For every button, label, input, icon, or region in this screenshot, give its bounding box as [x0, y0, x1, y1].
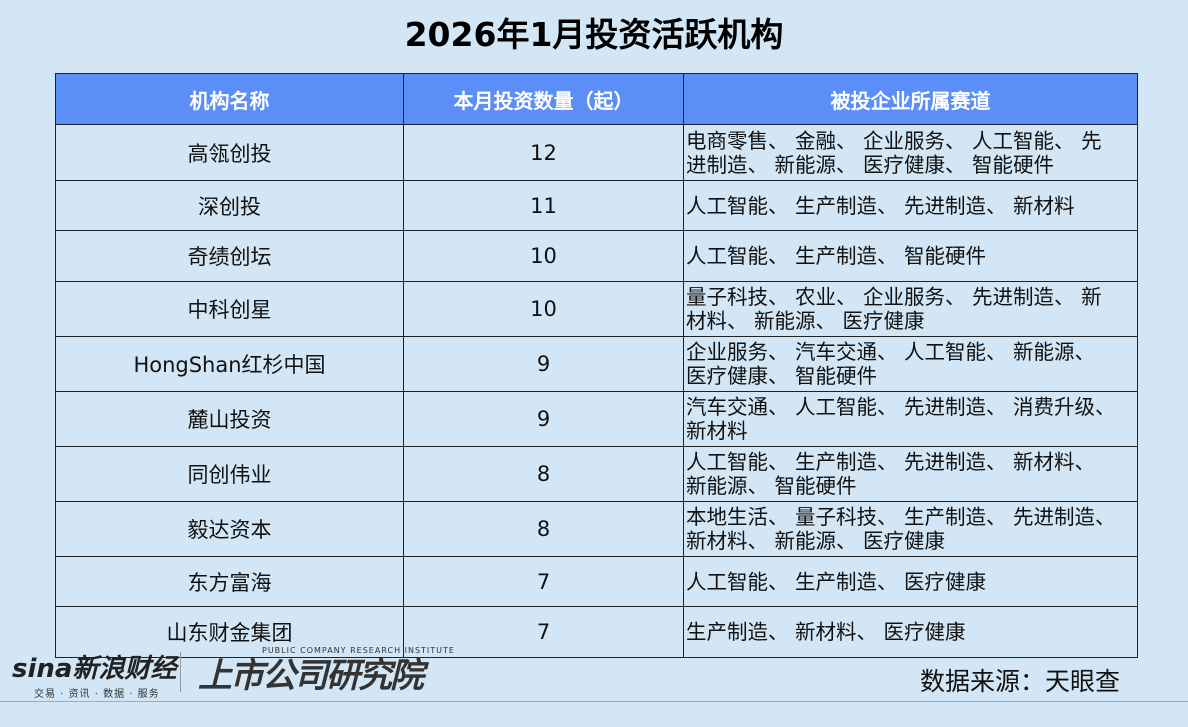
institution-name: 中科创星: [55, 281, 404, 337]
sectors: 汽车交通、 人工智能、 先进制造、 消费升级、 新材料: [683, 391, 1138, 447]
sectors: 人工智能、 生产制造、 先进制造、 新材料、 新能源、 智能硬件: [683, 446, 1138, 502]
institution-name: 麓山投资: [55, 391, 404, 447]
institution-name: 同创伟业: [55, 446, 404, 502]
table-row: 高瓴创投 12 电商零售、 金融、 企业服务、 人工智能、 先进制造、 新能源、…: [55, 124, 1138, 181]
institute-logo: PUBLIC COMPANY RESEARCH INSTITUTE 上市公司研究院: [198, 646, 455, 696]
logo-divider: [180, 652, 181, 692]
institution-name: 奇绩创坛: [55, 230, 404, 282]
institution-name: 高瓴创投: [55, 124, 404, 181]
sector-line: 生产制造、 新材料、 医疗健康: [686, 620, 966, 644]
sector-line: 材料、 新能源、 医疗健康: [686, 309, 925, 333]
sectors: 本地生活、 量子科技、 生产制造、 先进制造、 新材料、 新能源、 医疗健康: [683, 501, 1138, 557]
institution-name: 东方富海: [55, 556, 404, 607]
sector-line: 新能源、 智能硬件: [686, 474, 857, 498]
investment-count: 10: [403, 230, 684, 282]
page-title: 2026年1月投资活跃机构: [404, 15, 784, 54]
sectors: 人工智能、 生产制造、 先进制造、 新材料: [683, 180, 1138, 231]
investment-count: 10: [403, 281, 684, 337]
sector-line: 电商零售、 金融、 企业服务、 人工智能、 先: [686, 128, 1102, 153]
sina-finance-logo: sina新浪财经 交易 · 资讯 · 数据 · 服务: [12, 654, 177, 700]
sectors: 人工智能、 生产制造、 智能硬件: [683, 230, 1138, 282]
investment-count: 12: [403, 124, 684, 181]
sectors: 生产制造、 新材料、 医疗健康: [683, 606, 1138, 658]
institution-name: 深创投: [55, 180, 404, 231]
data-source: 数据来源：天眼查: [920, 667, 1121, 696]
sector-line: 企业服务、 汽车交通、 人工智能、 新能源、: [686, 340, 1096, 364]
table-row: 毅达资本 8 本地生活、 量子科技、 生产制造、 先进制造、 新材料、 新能源、 …: [55, 501, 1138, 557]
investment-count: 9: [403, 336, 684, 392]
sectors: 人工智能、 生产制造、 医疗健康: [683, 556, 1138, 607]
header-institution: 机构名称: [55, 73, 404, 125]
sector-line: 新材料: [686, 419, 748, 443]
sectors: 电商零售、 金融、 企业服务、 人工智能、 先进制造、 新能源、 医疗健康、 智…: [683, 124, 1138, 181]
sector-line: 汽车交通、 人工智能、 先进制造、 消费升级、: [686, 395, 1116, 419]
institution-name: HongShan红杉中国: [55, 336, 404, 392]
table-row: 中科创星 10 量子科技、 农业、 企业服务、 先进制造、 新材料、 新能源、 …: [55, 281, 1138, 337]
table-row: 东方富海 7 人工智能、 生产制造、 医疗健康: [55, 556, 1138, 607]
institution-name: 山东财金集团: [55, 606, 404, 658]
investment-count: 8: [403, 446, 684, 502]
sectors: 企业服务、 汽车交通、 人工智能、 新能源、 医疗健康、 智能硬件: [683, 336, 1138, 392]
table-row: 同创伟业 8 人工智能、 生产制造、 先进制造、 新材料、 新能源、 智能硬件: [55, 446, 1138, 502]
sector-line: 新材料、 新能源、 医疗健康: [686, 529, 946, 553]
sector-line: 人工智能、 生产制造、 智能硬件: [686, 244, 987, 268]
sectors: 量子科技、 农业、 企业服务、 先进制造、 新材料、 新能源、 医疗健康: [683, 281, 1138, 337]
table-row: 山东财金集团 7 生产制造、 新材料、 医疗健康: [55, 606, 1138, 658]
sector-line: 人工智能、 生产制造、 先进制造、 新材料: [686, 193, 1075, 218]
investment-count: 8: [403, 501, 684, 557]
sector-line: 人工智能、 生产制造、 先进制造、 新材料、: [686, 450, 1096, 474]
table-row: 麓山投资 9 汽车交通、 人工智能、 先进制造、 消费升级、 新材料: [55, 391, 1138, 447]
active-institutions-table: 机构名称 本月投资数量（起） 被投企业所属赛道 高瓴创投 12 电商零售、 金融…: [55, 73, 1138, 658]
header-sectors: 被投企业所属赛道: [683, 73, 1138, 125]
table-row: 奇绩创坛 10 人工智能、 生产制造、 智能硬件: [55, 230, 1138, 282]
footer-line: [0, 701, 1188, 702]
sector-line: 进制造、 新能源、 医疗健康、 智能硬件: [686, 152, 1055, 177]
investment-count: 9: [403, 391, 684, 447]
sector-line: 量子科技、 农业、 企业服务、 先进制造、 新: [686, 285, 1102, 309]
sector-line: 医疗健康、 智能硬件: [686, 364, 878, 388]
institution-name: 毅达资本: [55, 501, 404, 557]
investment-count: 7: [403, 556, 684, 607]
sector-line: 人工智能、 生产制造、 医疗健康: [686, 569, 987, 594]
investment-count: 11: [403, 180, 684, 231]
sector-line: 本地生活、 量子科技、 生产制造、 先进制造、: [686, 505, 1116, 529]
table-row: HongShan红杉中国 9 企业服务、 汽车交通、 人工智能、 新能源、 医疗健…: [55, 336, 1138, 392]
header-count: 本月投资数量（起）: [403, 73, 684, 125]
investment-count: 7: [403, 606, 684, 658]
table-row: 深创投 11 人工智能、 生产制造、 先进制造、 新材料: [55, 180, 1138, 231]
